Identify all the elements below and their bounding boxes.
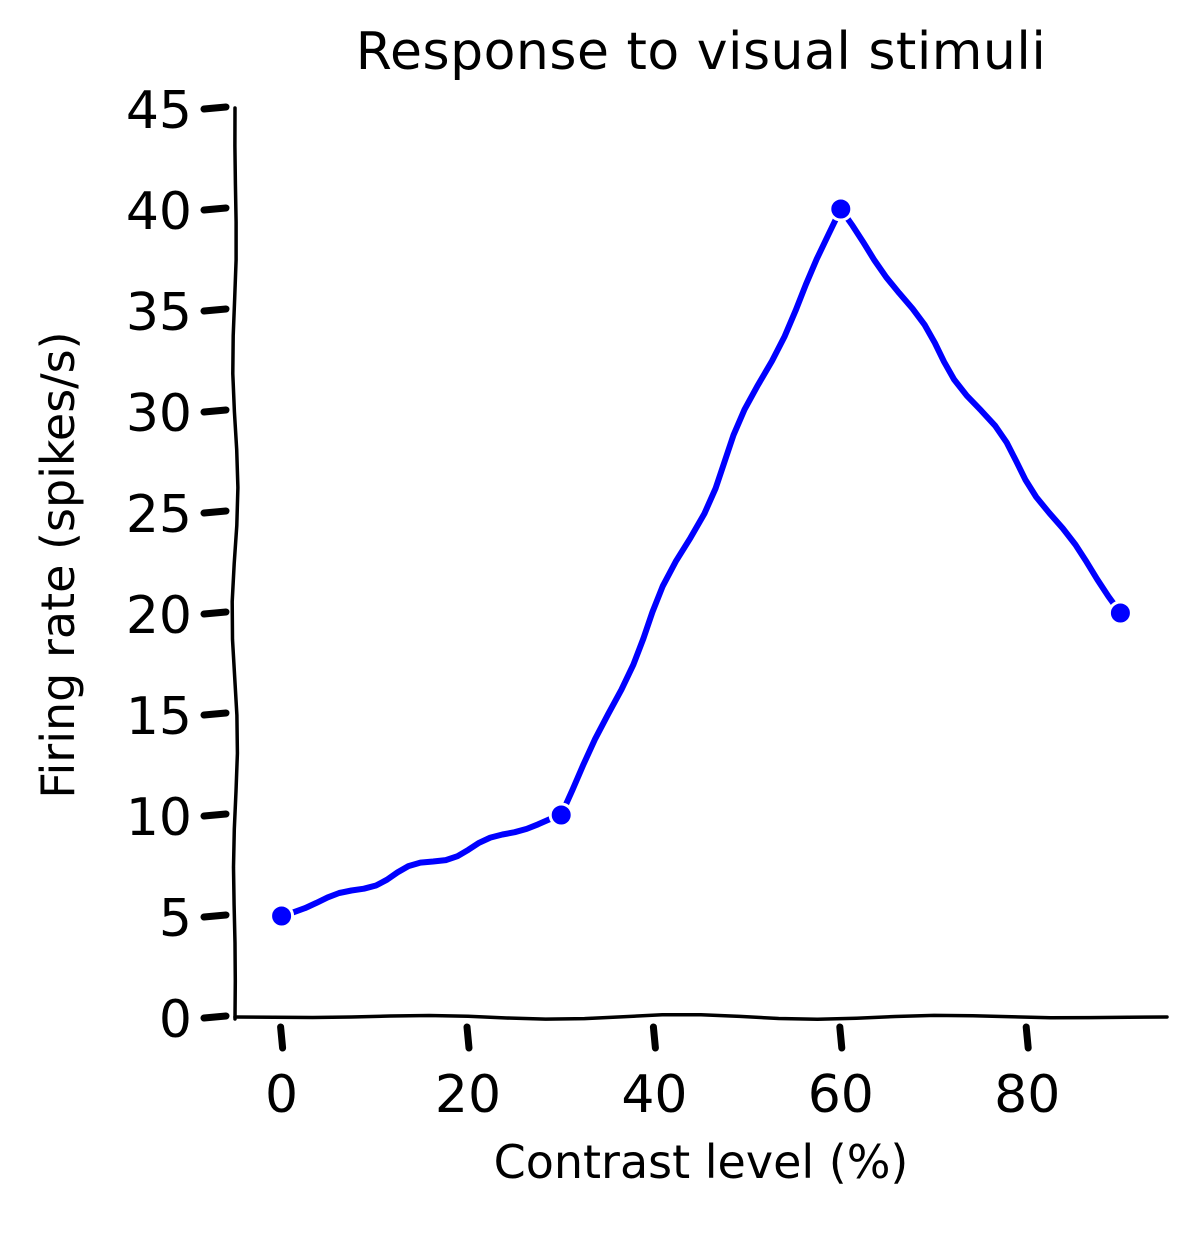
x-tick — [277, 1023, 287, 1052]
x-tick — [463, 1023, 473, 1052]
y-tick-label: 45 — [126, 81, 192, 141]
y-tick-label: 25 — [126, 485, 192, 545]
y-tick — [200, 709, 230, 719]
y-tick-label: 15 — [126, 687, 192, 747]
x-tick — [836, 1023, 846, 1052]
y-tick — [200, 406, 230, 416]
y-tick — [200, 103, 230, 113]
x-tick — [649, 1023, 659, 1052]
y-tick — [200, 305, 230, 315]
y-tick-label: 20 — [126, 586, 192, 646]
y-tick — [200, 810, 230, 820]
series-line — [278, 206, 1124, 919]
x-tick-label: 20 — [435, 1065, 501, 1125]
y-tick — [200, 911, 230, 921]
data-point — [548, 802, 574, 828]
y-tick-label: 35 — [126, 283, 192, 343]
y-tick-label: 0 — [159, 990, 192, 1050]
y-tick — [200, 608, 230, 618]
y-axis-line — [230, 106, 240, 1021]
x-axis-line — [233, 1012, 1169, 1022]
x-tick-label: 60 — [808, 1065, 874, 1125]
chart-title: Response to visual stimuli — [355, 22, 1047, 82]
x-tick — [1022, 1023, 1032, 1052]
data-point — [269, 903, 295, 929]
y-tick-label: 10 — [126, 788, 192, 848]
x-tick-label: 80 — [994, 1065, 1060, 1125]
y-tick-label: 30 — [126, 384, 192, 444]
x-axis-label: Contrast level (%) — [493, 1135, 909, 1189]
x-tick-label: 0 — [265, 1065, 298, 1125]
x-tick-label: 40 — [621, 1065, 687, 1125]
data-point — [1107, 600, 1133, 626]
y-tick-label: 5 — [159, 889, 192, 949]
y-tick — [200, 507, 230, 517]
y-tick — [200, 204, 230, 214]
data-point — [828, 196, 854, 222]
y-tick-label: 40 — [126, 182, 192, 242]
y-tick — [200, 1012, 230, 1022]
